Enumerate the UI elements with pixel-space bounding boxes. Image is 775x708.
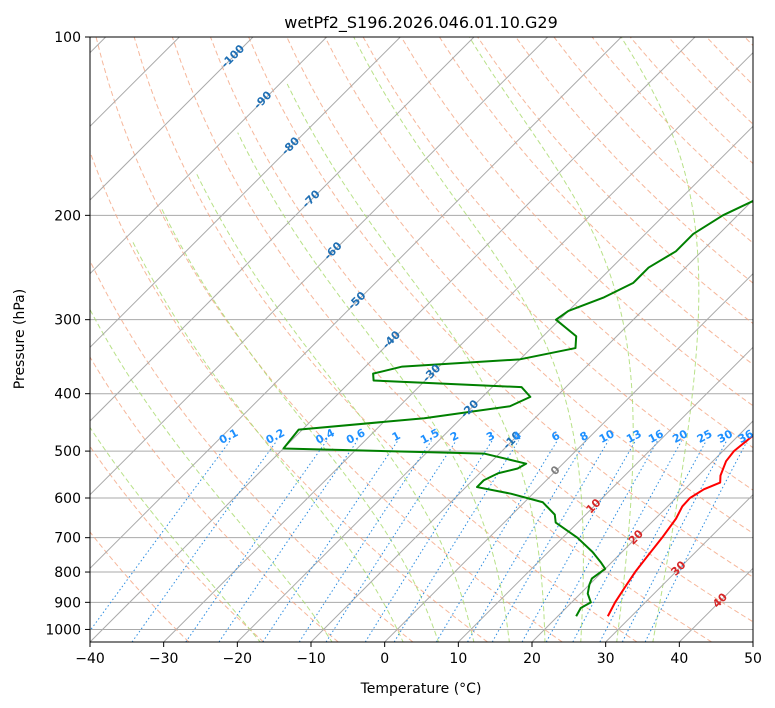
mixing-ratio-line: [467, 440, 587, 642]
moist-adiabat-line: [286, 83, 546, 642]
y-tick-label: 400: [54, 387, 81, 403]
isotherm-line: [90, 37, 254, 201]
background-grid: [90, 37, 753, 642]
y-tick-label: 200: [54, 208, 81, 224]
y-axis-label: Pressure (hPa): [12, 289, 28, 389]
x-tick-label: −40: [75, 651, 105, 667]
isotherm-line: [236, 125, 753, 642]
moist-adiabat-line: [90, 308, 333, 642]
moist-adiabat-line: [90, 426, 261, 642]
x-axis-label: Temperature (°C): [360, 681, 482, 697]
mixing-ratio-label: 36: [736, 427, 756, 446]
isotherm-line: [457, 346, 753, 642]
y-tick-label: 500: [54, 444, 81, 460]
dry-adiabat-line: [210, 37, 753, 623]
dry-adiabat-line: [439, 37, 753, 366]
x-tick-label: 50: [744, 651, 762, 667]
isotherm-line: [605, 493, 753, 642]
mixing-ratio-line: [364, 440, 493, 642]
mixing-ratio-line: [262, 440, 399, 642]
isotherm-line: [90, 37, 328, 275]
mixing-ratio-line: [131, 440, 278, 642]
dry-adiabat-line: [95, 37, 563, 642]
isotherm-line: [163, 51, 753, 642]
y-tick-label: 600: [54, 491, 81, 507]
mixing-ratio-line: [521, 440, 637, 642]
mixing-ratio-line: [218, 440, 358, 642]
mixing-ratio-line: [572, 440, 683, 642]
x-tick-label: 40: [670, 651, 688, 667]
dry-adiabat-line: [400, 37, 753, 407]
moist-adiabat-line: [237, 132, 510, 642]
moist-adiabat-line: [620, 37, 700, 642]
mixing-ratio-line: [298, 440, 432, 642]
mixing-ratio-line: [644, 440, 748, 642]
mixing-ratio-line: [545, 440, 659, 642]
mixing-ratio-label: 10: [597, 427, 617, 446]
plot-background: [90, 37, 753, 642]
moist-adiabat-line: [196, 173, 475, 642]
isotherm-line: [90, 37, 401, 349]
dry-adiabat-line: [515, 37, 753, 284]
isotherm-line: [90, 37, 475, 422]
mixing-ratio-line: [393, 440, 520, 642]
y-tick-label: 300: [54, 313, 81, 329]
dry-adiabat-line: [133, 37, 638, 642]
x-tick-label: −10: [296, 651, 326, 667]
dewpoint-profile-line: [282, 199, 753, 617]
mixing-ratio-label: 30: [715, 427, 735, 446]
dry-adiabat-line: [90, 445, 264, 642]
mixing-ratio-line: [90, 440, 231, 632]
isotherm-line: [90, 37, 696, 642]
mixing-ratio-label: 20: [670, 427, 690, 446]
y-tick-label: 100: [54, 30, 81, 46]
mixing-ratio-label: 16: [646, 427, 666, 446]
mixing-ratio-line: [325, 440, 457, 642]
isotherm-line: [310, 199, 753, 642]
x-tick-label: 0: [380, 651, 389, 667]
x-tick-label: 10: [449, 651, 467, 667]
isotherm-line: [384, 272, 753, 642]
isotherm-line: [90, 37, 622, 570]
dry-adiabat-line: [90, 150, 488, 642]
axes-ticks: −40 −30 −20 −10 0 10 20 30 40 50 100 200 300 400 500 60…: [45, 30, 762, 667]
isotherm-line: [531, 420, 753, 642]
temperature-profile-line: [606, 433, 753, 617]
y-tick-label: 800: [54, 565, 81, 581]
chart-title: wetPf2_S196.2026.046.01.10.G29: [284, 13, 558, 33]
moist-adiabat-line: [161, 208, 440, 642]
mixing-ratio-line: [185, 440, 328, 642]
dry-adiabat-line: [90, 531, 190, 642]
y-tick-label: 700: [54, 531, 81, 547]
x-tick-label: −20: [223, 651, 253, 667]
mixing-ratio-label: 13: [624, 427, 644, 446]
x-tick-label: 20: [523, 651, 541, 667]
y-tick-label: 1000: [45, 622, 81, 638]
y-tick-label: 900: [54, 595, 81, 611]
dry-adiabat-line: [90, 356, 339, 642]
profile-series: [282, 199, 753, 617]
isotherm-line: [90, 37, 549, 496]
isotherm-line: [752, 641, 753, 642]
plot-frame: [89, 36, 754, 643]
moist-adiabat-line: [468, 37, 634, 642]
x-tick-label: 30: [597, 651, 615, 667]
moist-adiabat-line: [131, 239, 404, 642]
mixing-ratio-line: [435, 440, 558, 642]
dry-adiabat-line: [171, 37, 712, 642]
dry-adiabat-line: [248, 37, 753, 578]
dry-adiabat-line: [324, 37, 753, 491]
x-tick-label: −30: [149, 651, 179, 667]
mixing-ratio-label: 25: [695, 427, 715, 446]
